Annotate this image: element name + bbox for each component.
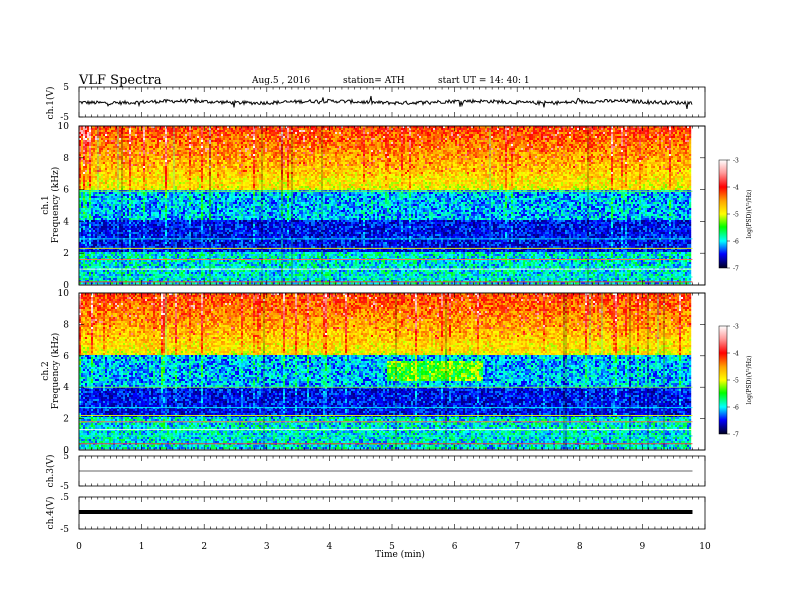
ch2-spectrogram-ylabel-frequency: Frequency (kHz): [50, 333, 61, 410]
y-tick-label: 2: [63, 415, 69, 425]
colorbar-tick-label: -4: [733, 185, 739, 192]
colorbar-tick-label: -6: [733, 239, 739, 246]
ch1-ylabel: ch.1(V): [45, 87, 56, 120]
x-tick-label: 8: [577, 542, 583, 552]
colorbar-tick-label: -7: [733, 266, 739, 273]
ch3-waveform-panel: [79, 456, 705, 486]
ch1-spectrogram-ylabel-frequency: Frequency (kHz): [50, 167, 61, 244]
y-tick-label: 8: [63, 320, 69, 330]
colorbar-tick-label: -3: [733, 324, 739, 331]
colorbar-tick-label: -6: [733, 405, 739, 412]
vlf-spectra-figure: ch.1(V) ch.1 Frequency (kHz) ch.2 Freque…: [0, 0, 792, 612]
x-tick-label: 6: [452, 542, 458, 552]
x-axis-label: Time (min): [375, 549, 425, 560]
x-tick-label: 7: [514, 542, 520, 552]
y-tick-label: -5: [60, 525, 69, 535]
ch4-waveform-panel: [79, 497, 705, 529]
ch2-spectrogram-panel: [79, 293, 705, 450]
y-tick-label: 2: [63, 249, 69, 259]
ch1-waveform-panel: [79, 87, 705, 117]
ch2-spectrogram-ylabel-channel: ch.2: [41, 361, 51, 380]
x-tick-label: 2: [201, 542, 207, 552]
y-tick-label: 8: [63, 154, 69, 164]
x-tick-label: 3: [264, 542, 270, 552]
x-tick-label: 10: [699, 542, 711, 552]
ch1-spectrogram-panel: [79, 126, 705, 285]
ch1-colorbar: -3 -4 -5 -6 -7 log(PSD)(V²/Hz): [719, 158, 753, 273]
colorbar-label: log(PSD)(V²/Hz): [746, 190, 753, 239]
ch1-spectrogram-ylabel-channel: ch.1: [41, 195, 51, 214]
ch4-ylabel: ch.4(V): [45, 497, 56, 530]
x-tick-label: 0: [76, 542, 82, 552]
y-tick-label: 10: [58, 122, 70, 132]
colorbar-tick-label: -3: [733, 158, 739, 165]
ch3-ylabel: ch.3(V): [45, 455, 56, 488]
y-tick-label: 5: [63, 83, 69, 93]
ch2-spectrogram-image: [79, 293, 692, 450]
colorbar-label: log(PSD)(V²/Hz): [746, 356, 753, 405]
x-tick-label: 1: [139, 542, 145, 552]
colorbar-tick-label: -5: [733, 212, 739, 219]
y-tick-label: 6: [63, 352, 69, 362]
y-tick-label: 4: [63, 217, 69, 227]
y-tick-label: 4: [63, 383, 69, 393]
y-tick-label: 0: [63, 446, 69, 456]
colorbar-tick-label: -5: [733, 378, 739, 385]
y-tick-label: 6: [63, 186, 69, 196]
ch1-spectrogram-image: [79, 126, 692, 285]
colorbar-tick-label: -7: [733, 432, 739, 439]
y-tick-label: 10: [58, 289, 70, 299]
x-tick-label: 4: [327, 542, 333, 552]
ch2-colorbar: -3 -4 -5 -6 -7 log(PSD)(V²/Hz): [719, 324, 753, 439]
y-tick-label: -5: [60, 482, 69, 492]
colorbar-tick-label: -4: [733, 351, 739, 358]
y-tick-label: .5: [60, 493, 69, 503]
x-tick-label: 9: [640, 542, 646, 552]
